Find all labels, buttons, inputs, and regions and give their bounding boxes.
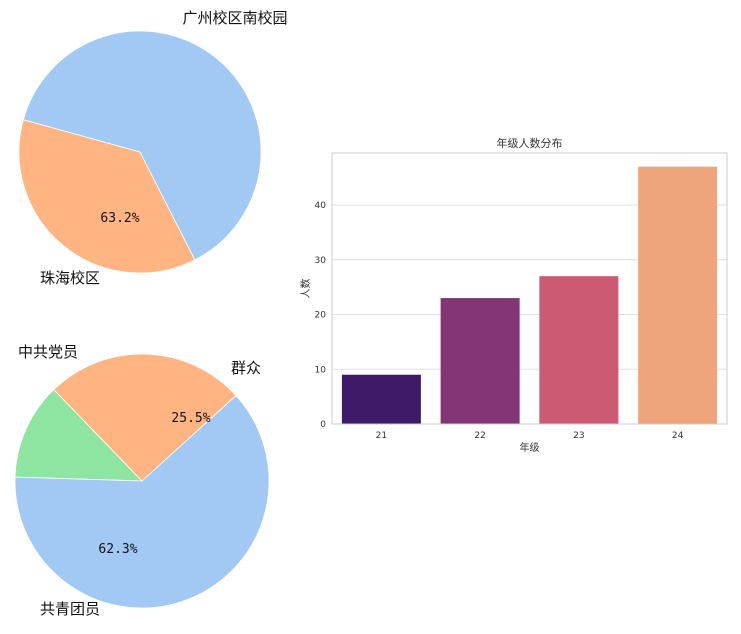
y-tick-label: 30 (315, 256, 327, 266)
pie-slice-label: 广州校区南校园 (182, 9, 287, 27)
bar (341, 374, 421, 424)
pie-slice (18, 119, 196, 274)
pie-slice-label: 珠海校区 (40, 269, 100, 287)
y-tick-label: 20 (315, 311, 327, 321)
y-axis-label: 人数 (299, 279, 312, 299)
bar (638, 166, 718, 424)
pie-slice (53, 353, 237, 482)
plot-frame (331, 152, 728, 425)
x-tick-label: 21 (376, 431, 387, 441)
x-tick-label: 24 (672, 431, 684, 441)
pie-slice-percent: 62.3% (98, 542, 137, 557)
pie-slice (22, 30, 262, 261)
y-tick-label: 10 (315, 365, 327, 375)
pie-slice (14, 394, 270, 609)
x-axis-label: 年级 (520, 441, 540, 454)
pie-slice (14, 389, 143, 482)
pie-slice-label: 中共党员 (18, 343, 78, 361)
x-tick-label: 22 (474, 431, 485, 441)
pie-slice-percent: 63.2% (100, 211, 139, 226)
pie-slice-label: 共青团员 (40, 600, 100, 618)
bar (440, 298, 520, 424)
y-tick-label: 40 (315, 201, 327, 211)
pie-slice-label: 群众 (231, 359, 261, 377)
y-tick-label: 0 (320, 420, 326, 430)
bar (539, 276, 619, 424)
chart-title: 年级人数分布 (497, 136, 563, 150)
pie-slice-percent: 25.5% (171, 411, 210, 426)
x-tick-label: 23 (573, 431, 584, 441)
